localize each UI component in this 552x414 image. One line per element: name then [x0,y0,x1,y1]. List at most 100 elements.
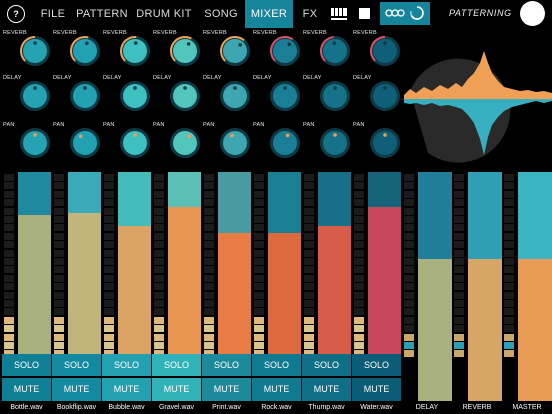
meter-segment [104,274,114,282]
pan-knob[interactable] [319,127,351,159]
solo-button[interactable]: SOLO [302,354,351,376]
delay-knob[interactable] [319,80,351,112]
delay-knob-label: DELAY [103,75,122,81]
reverb-knob[interactable] [319,35,351,67]
meter-segment [154,182,164,190]
delay-knob[interactable] [119,80,151,112]
nav-song[interactable]: SONG [204,8,238,20]
channel-fader[interactable] [118,172,151,358]
pan-knob[interactable] [19,127,51,159]
fader-level-fill [268,233,301,358]
solo-button[interactable]: SOLO [252,354,301,376]
pan-knob[interactable] [219,127,251,159]
meter-segment [104,325,114,333]
pan-knob[interactable] [169,127,201,159]
delay-knob[interactable] [19,80,51,112]
meter-segment [204,283,214,291]
fader-level-fill [68,212,101,358]
meter-segment [254,308,264,316]
meter-segment [254,258,264,265]
pan-knob[interactable] [269,127,301,159]
nav-file[interactable]: FILE [40,8,66,20]
meter-segment [204,266,214,274]
channel-fader[interactable] [318,172,351,358]
reverb-knob[interactable] [269,35,301,67]
delay-knob[interactable] [369,80,401,112]
reverb-knob[interactable] [369,35,401,67]
channel-fader[interactable] [218,172,251,358]
delay-knob[interactable] [219,80,251,112]
mute-button[interactable]: MUTE [302,378,351,401]
meter-segment [304,232,314,240]
delay-knob[interactable] [169,80,201,112]
delay-knob[interactable] [269,80,301,112]
sync-icon[interactable] [409,5,425,21]
solo-button[interactable]: SOLO [52,354,101,376]
meter-segment [404,249,414,257]
meter-segment [154,333,164,341]
channel-fader[interactable] [368,172,401,358]
solo-button[interactable]: SOLO [2,354,51,376]
reverb-knob[interactable] [219,35,251,67]
reverb-knob[interactable] [169,35,201,67]
solo-button[interactable]: SOLO [102,354,151,376]
meter-segment [304,258,314,265]
meter-segment [254,266,264,274]
nav-pattern[interactable]: PATTERN [76,8,128,20]
meter-segment [104,232,114,240]
mute-button[interactable]: MUTE [202,378,251,401]
meter-segment [354,174,364,181]
meter-segment [104,308,114,316]
solo-button[interactable]: SOLO [152,354,201,376]
solo-button[interactable]: SOLO [352,354,401,376]
pan-knob-indicator [33,133,37,137]
meter-segment [504,350,514,358]
channel-fader[interactable] [168,172,201,358]
meter-segment [404,224,414,232]
pan-knob[interactable] [119,127,151,159]
channel-fader[interactable] [18,172,51,358]
delay-knob[interactable] [69,80,101,112]
mute-button[interactable]: MUTE [252,378,301,401]
pan-knob-indicator [383,133,387,137]
stop-button[interactable] [359,8,370,19]
reverb-knob[interactable] [119,35,151,67]
mute-button[interactable]: MUTE [52,378,101,401]
meter-segment [4,316,14,324]
solo-button[interactable]: SOLO [202,354,251,376]
meter-segment [304,300,314,307]
nav-fx[interactable]: FX [302,8,318,20]
channel-fader[interactable] [68,172,101,358]
delay-knob-label: DELAY [153,75,172,81]
nav-drum-kit[interactable]: DRUM KIT [136,8,192,20]
mute-button[interactable]: MUTE [152,378,201,401]
meter-segment [354,274,364,282]
channel-fader[interactable] [268,172,301,358]
meter-segment [154,274,164,282]
meter-segment [104,216,114,223]
meter-segment [204,300,214,307]
bus-fader[interactable] [518,172,552,401]
nav-mixer[interactable]: MIXER [245,0,293,28]
brand-logo[interactable] [520,1,545,26]
meter-segment [454,249,464,257]
reverb-knob[interactable] [19,35,51,67]
pan-knob[interactable] [69,127,101,159]
mute-button[interactable]: MUTE [352,378,401,401]
meter-segment [4,199,14,207]
meter-segment [154,249,164,257]
midi-icon[interactable] [330,7,348,21]
bus-fader[interactable] [468,172,502,401]
meter-segment [454,316,464,324]
meter-segment [504,316,514,324]
loop-icon[interactable] [385,7,405,19]
bus-fader[interactable] [418,172,452,401]
pan-knob[interactable] [369,127,401,159]
meter-segment [504,300,514,307]
mute-button[interactable]: MUTE [102,378,151,401]
reverb-knob[interactable] [69,35,101,67]
mute-button[interactable]: MUTE [2,378,51,401]
meter-segment [204,174,214,181]
reverb-knob-label: REVERB [3,30,27,36]
help-button[interactable]: ? [7,5,25,23]
